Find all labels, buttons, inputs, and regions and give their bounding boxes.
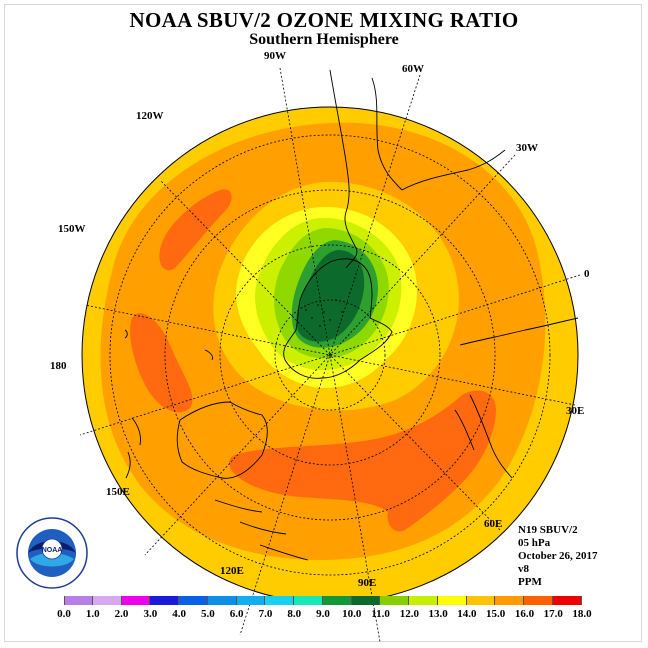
color-bar-tick-label: 6.0 [229,608,244,620]
color-bar-tick-label: 3.0 [143,608,158,620]
color-bar-tick-label: 9.0 [316,608,330,620]
color-bar-tick-label: 15.0 [486,608,506,620]
color-bar-tick-label: 10.0 [342,608,362,620]
color-bar-tick-label: 16.0 [514,608,535,620]
deep-orange-left [130,313,193,413]
color-bar-tick-label: 17.0 [543,608,563,620]
color-bar-tick-label: 14.0 [457,608,477,620]
deep-orange-upper-left [159,189,232,271]
color-bar-segment [466,596,496,605]
noaa-logo: NOAA [16,517,88,589]
color-bar-segment [92,596,122,605]
color-bar-segment [207,596,237,605]
info-version: v8 [518,563,529,575]
color-bar-tick-label: 5.0 [201,608,215,620]
color-bar-tick-label: 12.0 [399,608,419,620]
lon-label-30w: 30W [516,142,538,154]
page-title: NOAA SBUV/2 OZONE MIXING RATIO [129,8,519,32]
color-bar-tick-label: 18.0 [572,608,592,620]
color-bar-segment [524,596,554,605]
color-bar-segment [150,596,180,605]
deep-orange-lower [229,390,497,532]
lon-label-150e: 150E [106,486,130,498]
color-bar-tick-label: 7.0 [258,608,273,620]
lon-label-90e: 90E [358,577,377,589]
color-bar-segment [409,596,438,605]
color-bar-tick-label: 4.0 [172,608,186,620]
color-bar-tick-label: 2.0 [114,608,129,620]
lon-label-30e: 30E [566,405,585,417]
lon-label-90w: 90W [264,50,286,62]
info-date: October 26, 2017 [518,550,598,562]
color-bar-ticks: 0.0 1.0 2.0 3.0 4.0 5.0 6.0 7.0 8.0 9.0 10.0 11.0 12… [0,608,648,622]
color-bar-tick-label: 13.0 [428,608,448,620]
longitude-lines [79,67,581,643]
info-pressure: 05 hPa [518,537,551,549]
color-bar-segment [236,596,266,605]
color-bar-tick-label: 8.0 [287,608,302,620]
color-bar-segment [322,596,352,605]
color-bar-segment [380,596,410,605]
page-subtitle: Southern Hemisphere [249,31,399,48]
color-bar-segment [351,596,381,605]
color-bar-tick-label: 11.0 [371,608,390,620]
lon-label-120e: 120E [220,565,244,577]
color-bar-segment [437,596,467,605]
info-satellite: N19 SBUV/2 [518,524,578,536]
color-bar-segment [265,596,295,605]
lon-label-150w: 150W [58,223,86,235]
lon-label-60w: 60W [402,63,424,75]
lon-label-0: 0 [584,268,590,280]
color-bar-segment [495,596,525,605]
info-units: PPM [518,576,542,588]
latitude-circles [109,134,551,576]
color-bar-segment [294,596,323,605]
figure-frame [4,4,642,642]
coastlines [124,69,579,561]
lon-label-60e: 60E [484,518,503,530]
color-bar-tick-label: 1.0 [85,608,100,620]
pole-stipple [305,299,343,327]
color-bar [64,596,582,605]
lon-label-180: 180 [50,360,67,372]
color-bar-tick-label: 0.0 [57,608,71,620]
info-block: N19 SBUV/2 05 hPa October 26, 2017 v8 PP… [518,524,598,589]
color-bar-segment [553,596,582,605]
vortex-core [296,250,365,342]
logo-text: NOAA [42,547,63,554]
lon-label-120w: 120W [136,110,164,122]
color-bar-segment [64,596,93,605]
color-bar-segment [121,596,151,605]
color-bar-segment [179,596,208,605]
